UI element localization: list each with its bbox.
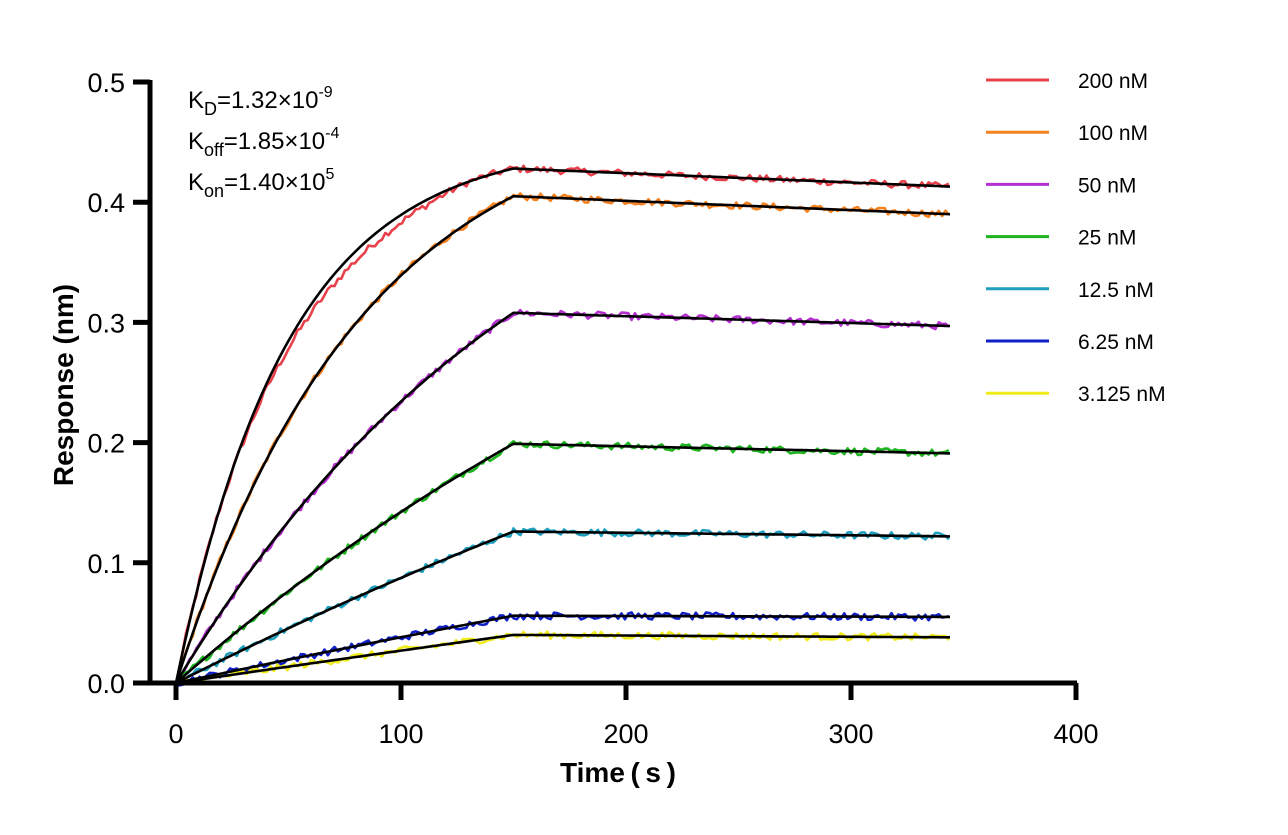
fit-12.5-nm [175,530,951,685]
x-ticks: 0 100 200 300 400 [168,683,1099,749]
axes-layer [147,80,1077,686]
y-tick-label: 0.0 [87,669,125,699]
trace-6.25-nm [175,611,950,687]
legend-label: 12.5 nM [1078,279,1154,302]
annotation-kd: KD=1.32×10-9 [188,84,333,119]
x-tick-label: 0 [168,719,183,749]
legend-label: 25 nM [1078,227,1136,250]
fit-50-nm [174,311,951,684]
legend: 200 nM 100 nM 50 nM 25 nM 12.5 nM 6.25 nM 3.12… [986,70,1166,406]
y-tick-label: 0.5 [87,68,125,98]
fit-25-nm [175,442,951,684]
trace-25-nm [174,439,950,684]
y-tick-label: 0.2 [87,429,125,459]
y-ticks: 0.0 0.1 0.2 0.3 0.4 0.5 [87,68,150,699]
annotation-kon: Kon=1.40×105 [188,166,334,201]
y-tick-label: 0.4 [87,188,125,218]
legend-label: 50 nM [1078,174,1136,197]
trace-200-nm [174,164,950,684]
fit-3.125-nm [175,633,950,685]
x-tick-label: 200 [603,719,648,749]
legend-label: 100 nM [1078,122,1148,145]
x-tick-label: 100 [378,719,423,749]
y-tick-label: 0.3 [87,308,125,338]
fit-6.25-nm [175,614,950,685]
curves-layer [174,164,951,687]
x-tick-label: 400 [1053,719,1098,749]
trace-100-nm [174,192,950,684]
legend-label: 200 nM [1078,70,1148,93]
x-axis-title: Time ( s ) [560,757,676,788]
annotation-koff: Koff=1.85×10-4 [188,125,339,160]
x-tick-label: 300 [828,719,873,749]
fit-100-nm [174,194,951,684]
y-axis-title: Response (nm) [48,284,79,486]
legend-label: 3.125 nM [1078,383,1166,406]
y-tick-label: 0.1 [87,549,125,579]
fit-200-nm [174,167,951,684]
legend-label: 6.25 nM [1078,331,1154,354]
